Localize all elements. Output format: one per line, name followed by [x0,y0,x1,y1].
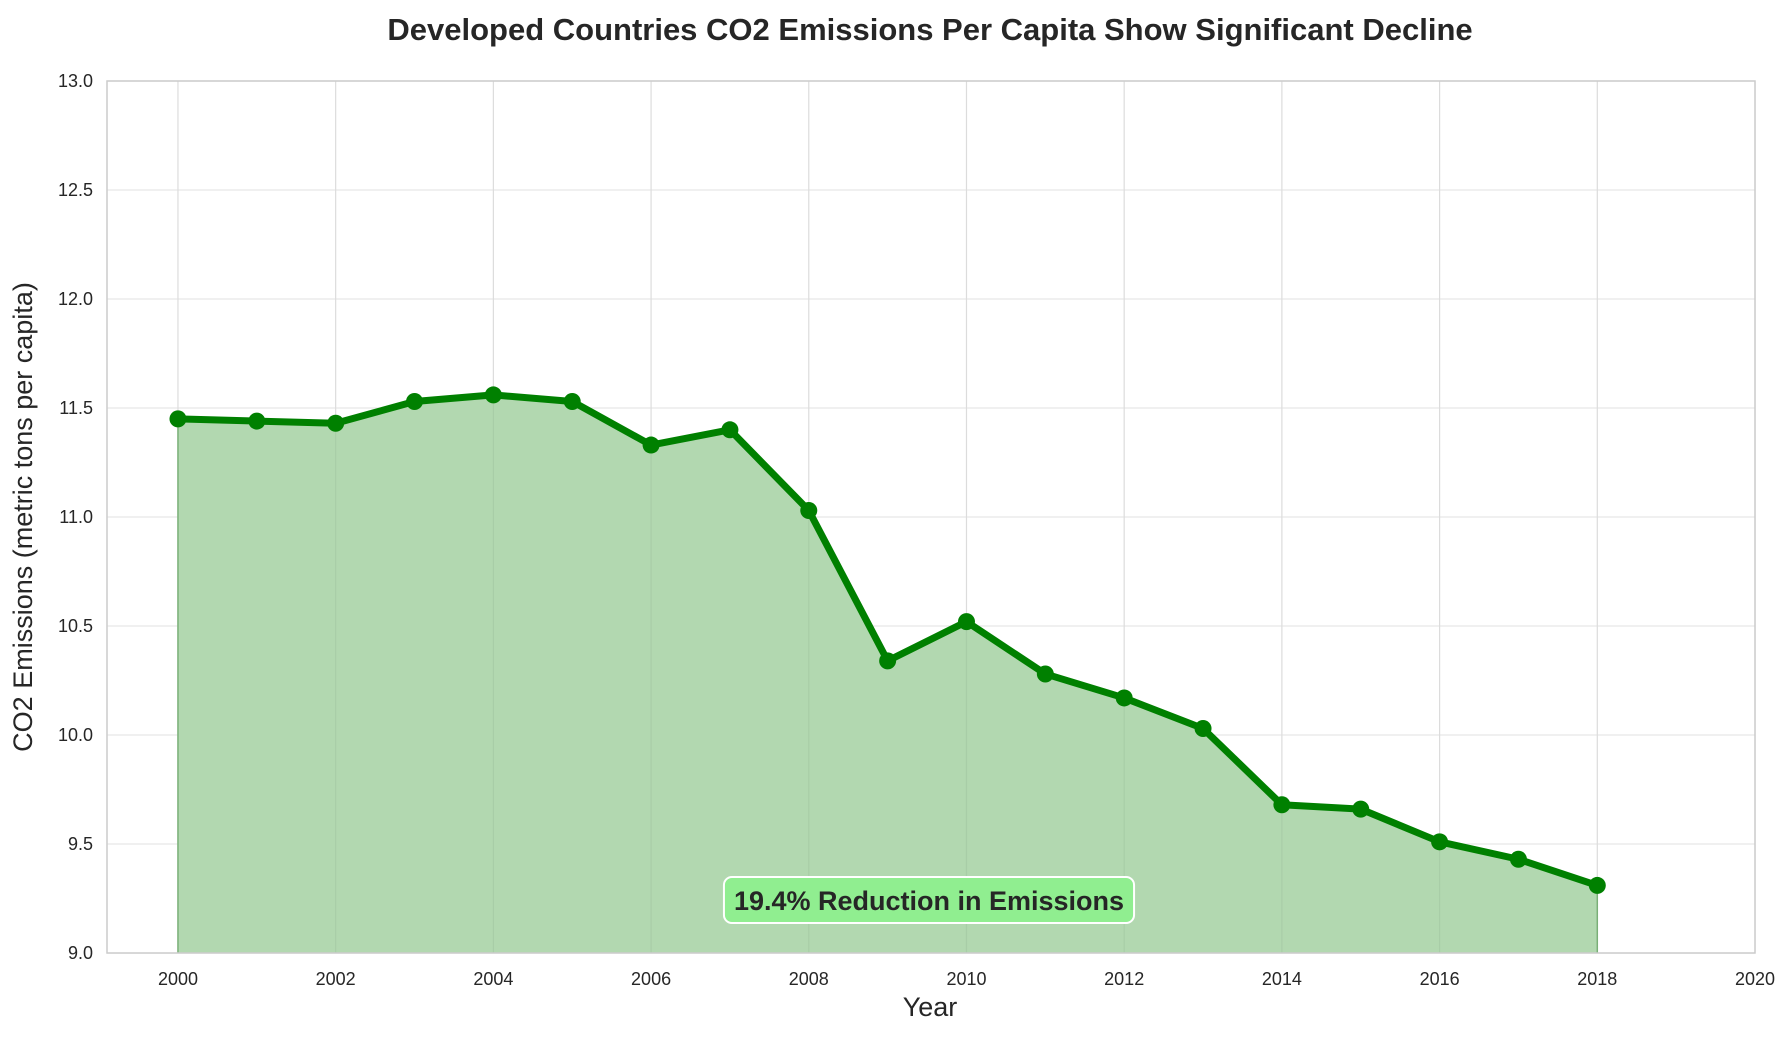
area-layer [177,81,1756,953]
x-tick-label: 2018 [1577,969,1617,989]
annotation-box [722,876,1136,924]
x-tick-label: 2014 [1262,969,1302,989]
data-point [1352,800,1370,818]
y-tick-label: 10.0 [58,725,93,745]
annotation-text: 19.4% Reduction in Emissions [734,886,1124,916]
data-point [1194,719,1212,737]
x-tick-label: 2004 [473,969,513,989]
y-tick-label: 12.5 [58,180,93,200]
data-point [957,613,975,631]
data-point [406,392,424,410]
data-point [248,412,266,430]
data-point [642,436,660,454]
x-axis-label: Year [903,992,958,1022]
y-axis-label: CO2 Emissions (metric tons per capita) [8,282,38,752]
x-tick-label: 2012 [1104,969,1144,989]
y-tick-label: 13.0 [58,71,93,91]
data-point [484,386,502,404]
y-tick-label: 9.5 [68,834,93,854]
chart-title: Developed Countries CO2 Emissions Per Ca… [387,12,1472,47]
data-point [800,501,818,519]
plot-frame [106,80,1756,954]
data-point [327,414,345,432]
data-point [1273,796,1291,814]
x-tick-label: 2020 [1735,969,1775,989]
annotation: 19.4% Reduction in Emissions [722,876,1136,924]
data-point [1588,876,1606,894]
y-tick-label: 9.0 [68,943,93,963]
area-fill [177,394,1598,953]
x-axis-ticks: 2000 2002 2004 2006 2008 2010 2012 2014 2016 2018… [158,969,1775,989]
data-point [1036,665,1054,683]
y-axis-ticks: 9.0 9.5 10.0 10.5 11.0 11.5 12.0 12.5 13.0 [58,71,93,963]
y-tick-label: 12.0 [58,289,93,309]
data-point [879,652,897,670]
data-point [1115,689,1133,707]
data-point [1509,850,1527,868]
data-point [1431,833,1449,851]
y-tick-label: 11.5 [59,398,93,418]
y-tick-label: 10.5 [58,616,93,636]
x-tick-label: 2010 [946,969,986,989]
data-point [563,392,581,410]
x-tick-label: 2006 [631,969,671,989]
y-tick-label: 11.0 [59,507,93,527]
points-layer [169,386,1606,894]
data-point [721,421,739,439]
x-tick-label: 2002 [316,969,356,989]
data-point [169,410,187,428]
x-tick-label: 2016 [1420,969,1460,989]
x-tick-label: 2008 [789,969,829,989]
x-tick-label: 2000 [158,969,198,989]
